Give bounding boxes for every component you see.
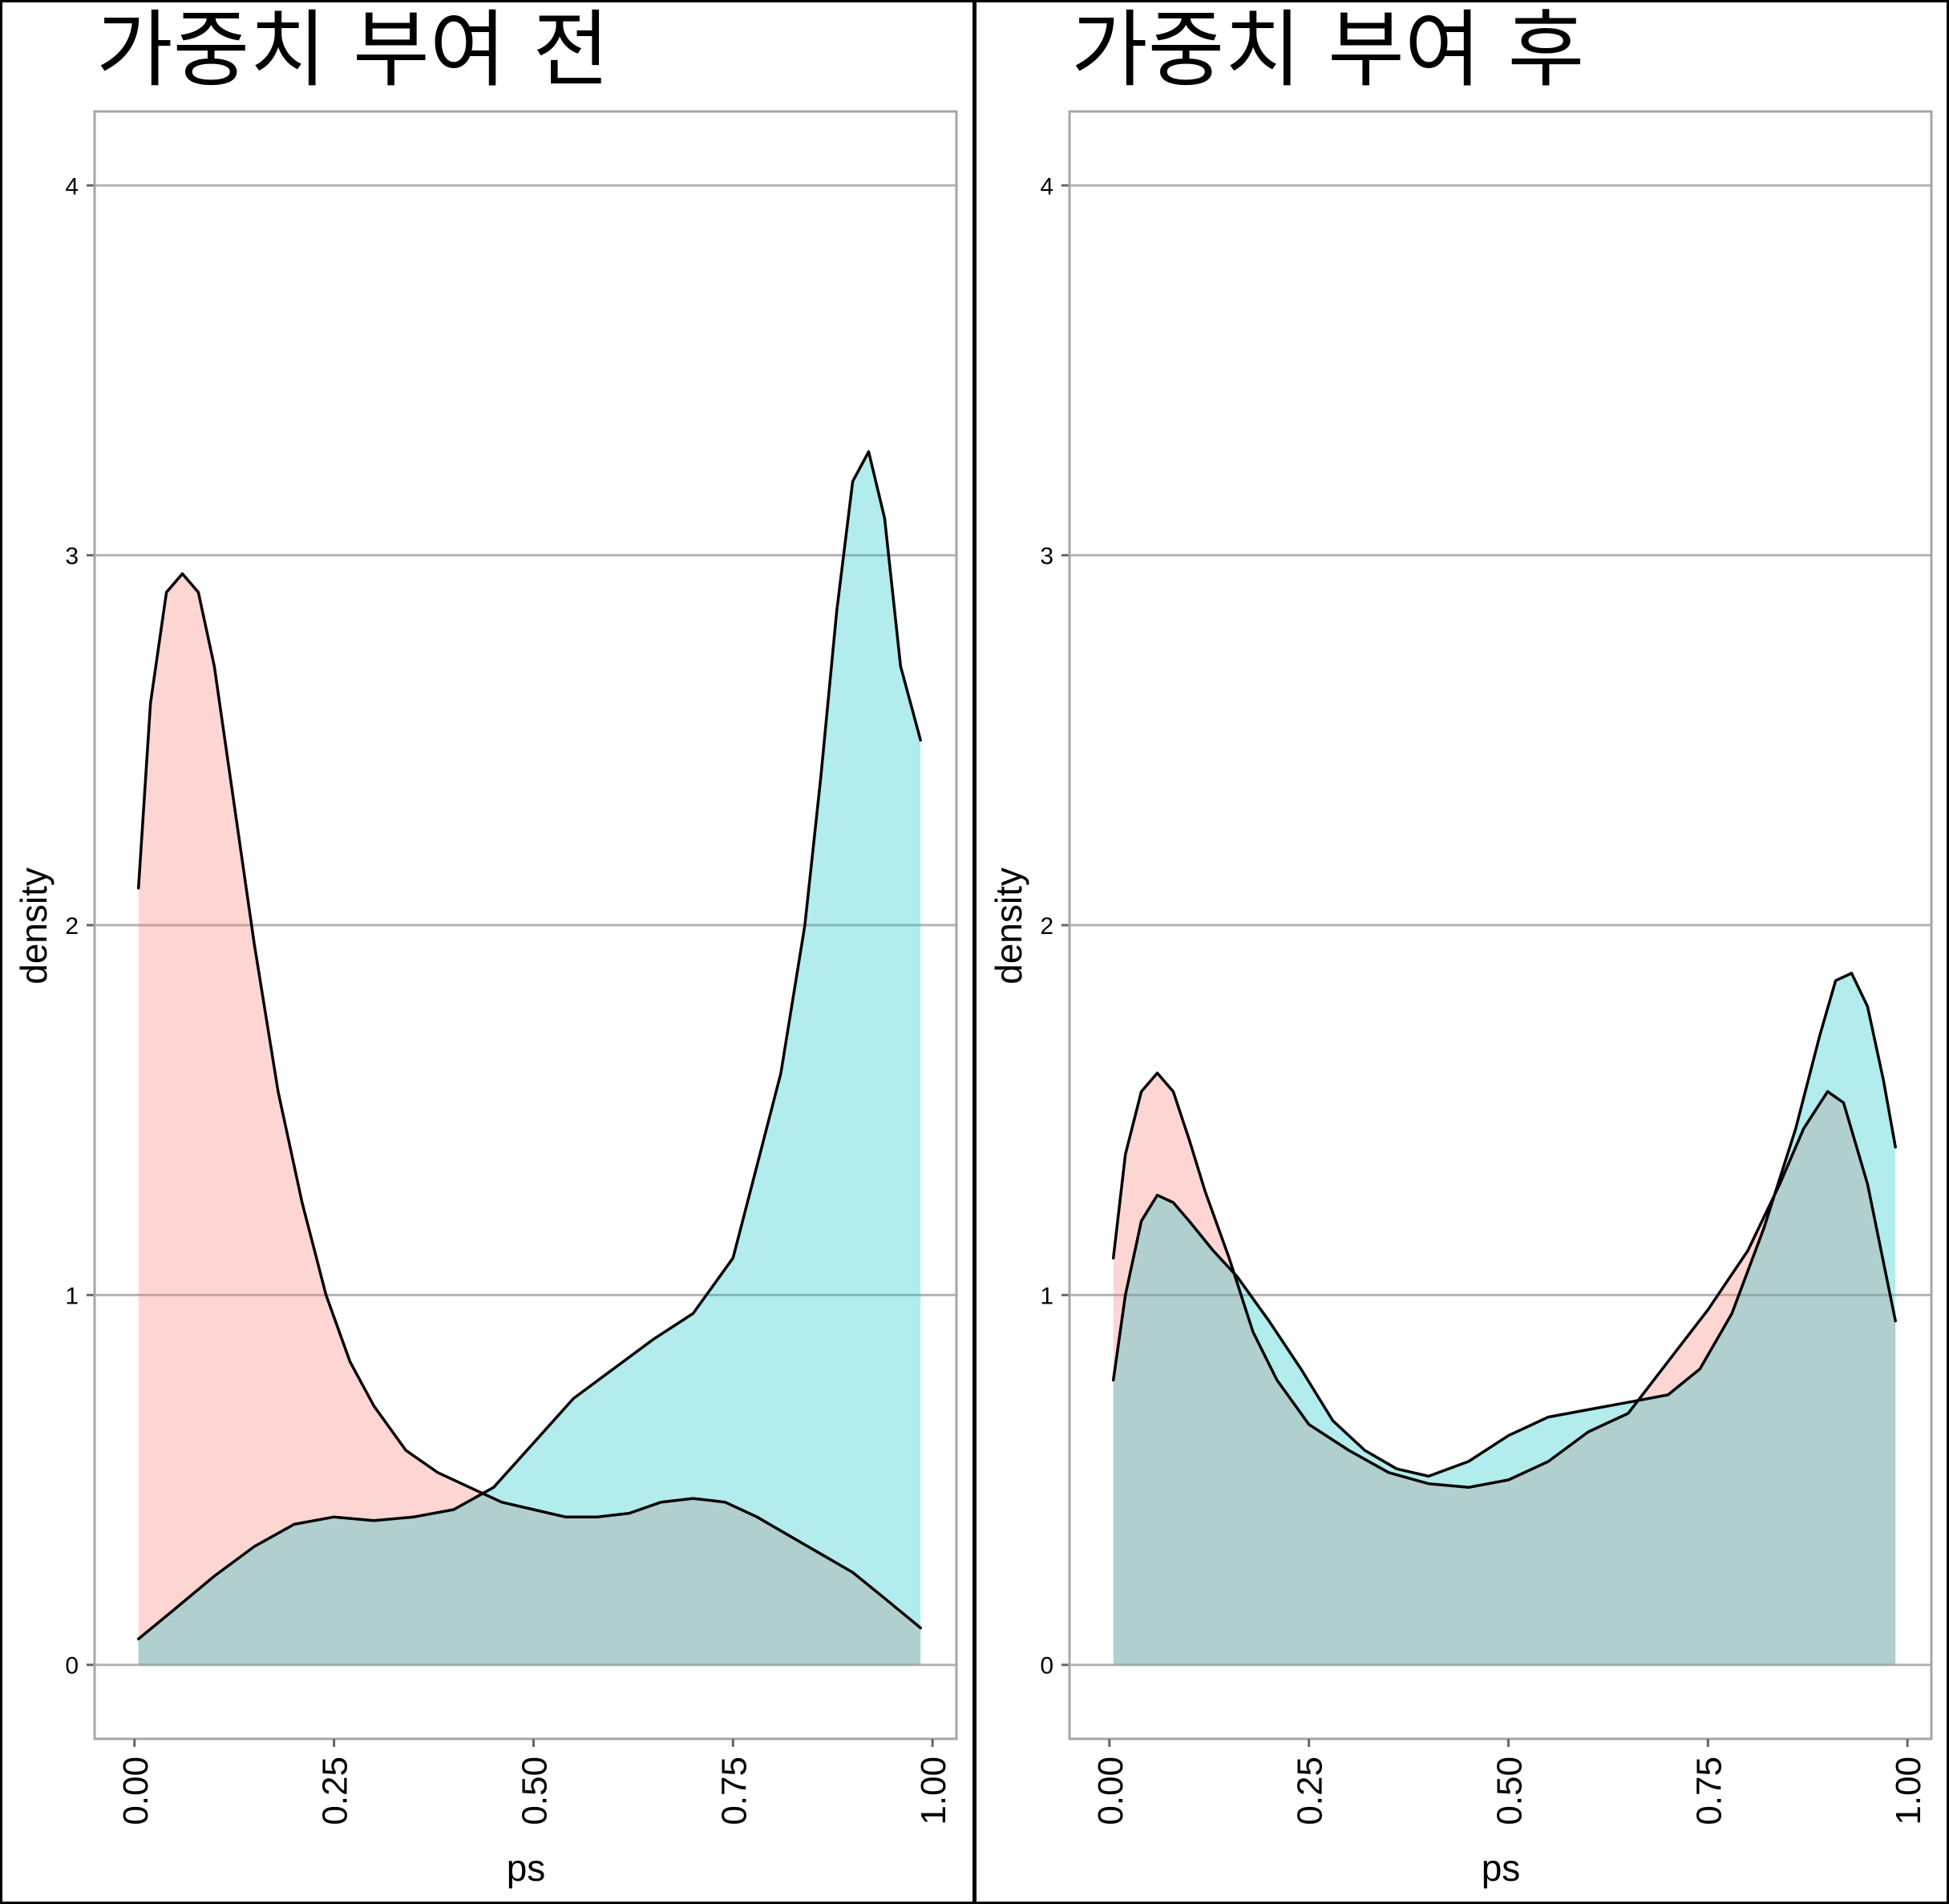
- panel-after-weighting: 가중치 부여 후 0 1 2 3 4 0.00 0.25 0.50 0.75 1.00 ps de…: [974, 0, 1949, 1904]
- y-tick-label: 4: [65, 173, 79, 200]
- panel-outer-border: [974, 0, 1949, 1904]
- y-tick-label: 2: [1040, 913, 1053, 940]
- panel-before-weighting: 가중치 부여 전 0 1 2 3 4 0.00 0.25 0.50 0.75 1.00 ps de…: [0, 0, 975, 1904]
- plot-panel-border: [1068, 110, 1933, 1740]
- y-tick-label: 1: [65, 1283, 79, 1309]
- plot-area: 0 1 2 3 4 0.00 0.25 0.50 0.75 1.00: [65, 110, 958, 1825]
- panel-title: 가중치 부여 전: [96, 1, 609, 99]
- y-tick-label: 3: [65, 544, 79, 570]
- x-axis-title: ps: [507, 1847, 546, 1889]
- density-line-group-1: [1111, 972, 1897, 1478]
- x-tick-label: 0.25: [1291, 1756, 1330, 1825]
- x-tick-label: 1.00: [1889, 1756, 1928, 1825]
- plot-area: 0 1 2 3 4 0.00 0.25 0.50 0.75 1.00: [1040, 110, 1933, 1825]
- y-tick-label: 1: [1040, 1283, 1053, 1309]
- x-tick-label: 1.00: [914, 1756, 953, 1825]
- y-tick-label: 2: [65, 913, 79, 940]
- density-area-group-0: [1113, 1073, 1896, 1665]
- x-tick-label: 0.50: [516, 1756, 555, 1825]
- y-tick-label: 4: [1040, 173, 1053, 200]
- plot-panel-border: [93, 110, 958, 1740]
- density-line-group-0: [136, 572, 922, 1630]
- y-tick-label: 0: [1040, 1653, 1053, 1680]
- x-tick-label: 0.75: [714, 1756, 754, 1825]
- x-tick-label: 0.50: [1490, 1756, 1530, 1825]
- panel-title: 가중치 부여 후: [1071, 1, 1584, 99]
- x-tick-label: 0.75: [1689, 1756, 1729, 1825]
- density-line-group-1: [136, 450, 922, 1641]
- x-axis-title: ps: [1482, 1847, 1521, 1889]
- x-tick-label: 0.25: [316, 1756, 355, 1825]
- x-tick-label: 0.00: [116, 1756, 156, 1825]
- y-tick-label: 3: [1040, 544, 1053, 570]
- y-axis-title: density: [13, 867, 55, 984]
- density-area-group-0: [138, 573, 921, 1665]
- density-area-group-1: [1113, 973, 1896, 1665]
- density-line-group-0: [1111, 1071, 1897, 1490]
- y-axis-title: density: [988, 867, 1029, 984]
- density-area-group-1: [138, 451, 921, 1665]
- y-tick-label: 0: [65, 1653, 79, 1680]
- panel-outer-border: [0, 0, 975, 1904]
- x-tick-label: 0.00: [1091, 1756, 1130, 1825]
